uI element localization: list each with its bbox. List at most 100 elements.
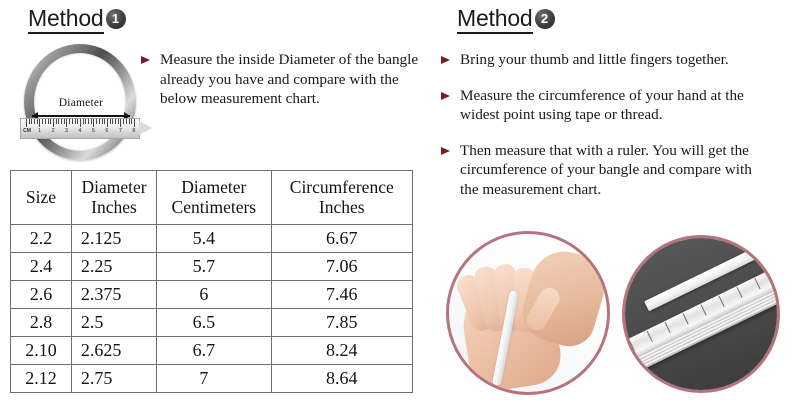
ruler-minor-tick bbox=[77, 119, 79, 124]
list-item: Measure the circumference of your hand a… bbox=[441, 86, 771, 125]
ruler-minor-tick bbox=[61, 119, 63, 124]
arrow-bullet-icon bbox=[441, 56, 450, 64]
ruler-minor-tick bbox=[98, 119, 100, 124]
ruler-minor-tick bbox=[109, 119, 111, 124]
ruler-tick-marks bbox=[22, 119, 138, 128]
ruler-number-labels: CM 1 2 3 4 5 6 7 8 bbox=[22, 128, 138, 138]
ruler-number-label: 6 bbox=[105, 128, 109, 134]
list-item: Then measure that with a ruler. You will… bbox=[441, 141, 771, 200]
metal-ruler-tick bbox=[772, 269, 777, 281]
cell-diameter-inches: 2.625 bbox=[70, 336, 158, 365]
cell-diameter-inches: 2.5 bbox=[70, 308, 158, 337]
ruler-major-tick bbox=[52, 119, 54, 127]
diameter-label: Diameter bbox=[58, 97, 104, 109]
ruler-major-tick bbox=[133, 119, 135, 127]
ruler-minor-tick bbox=[131, 119, 133, 124]
arrow-bullet-icon bbox=[441, 91, 450, 100]
ruler-minor-tick bbox=[69, 119, 71, 124]
cell-diameter-centimeters: 6.5 bbox=[156, 308, 272, 337]
header-line-2: Inches bbox=[91, 197, 137, 217]
ruler-number-label: 2 bbox=[51, 128, 55, 134]
arrow-bullet-icon bbox=[141, 56, 150, 64]
ruler-major-tick bbox=[106, 119, 108, 127]
instruction-text: Measure the circumference of your hand a… bbox=[460, 86, 744, 124]
ruler-number-label: 1 bbox=[37, 128, 42, 134]
ruler-major-tick bbox=[66, 119, 68, 127]
cell-diameter-inches: 2.75 bbox=[70, 364, 158, 393]
cell-size: 2.12 bbox=[10, 364, 72, 393]
ruler-major-tick bbox=[39, 119, 41, 127]
ruler-minor-tick bbox=[115, 119, 117, 124]
header-line-2: Centimeters bbox=[171, 197, 257, 217]
header-line-1: Diameter bbox=[181, 177, 247, 197]
column-header-circumference-inches: Circumference Inches bbox=[270, 170, 414, 225]
ruler-minor-tick bbox=[71, 119, 73, 124]
ruler-minor-tick bbox=[85, 119, 87, 124]
table-row: 2.6 2.375 6 7.46 bbox=[10, 280, 414, 309]
cell-diameter-inches: 2.25 bbox=[70, 252, 158, 281]
diameter-double-arrow-icon bbox=[32, 112, 130, 119]
table-row: 2.2 2.125 5.4 6.67 bbox=[10, 224, 414, 253]
column-header-size: Size bbox=[10, 170, 72, 225]
cell-diameter-centimeters: 6 bbox=[156, 280, 272, 309]
ruler-minor-tick bbox=[55, 119, 57, 124]
cell-diameter-centimeters: 6.7 bbox=[156, 336, 272, 365]
ruler-minor-tick bbox=[88, 119, 90, 124]
ruler-minor-tick bbox=[123, 119, 125, 124]
method-2-number-badge: 2 bbox=[534, 8, 555, 29]
cell-diameter-inches: 2.375 bbox=[70, 280, 158, 309]
ruler-minor-tick bbox=[117, 119, 119, 124]
ruler-minor-tick bbox=[104, 119, 106, 124]
cell-circumference-inches: 8.64 bbox=[270, 364, 414, 393]
ruler-minor-tick bbox=[125, 119, 127, 124]
ruler-number-label: 4 bbox=[78, 128, 82, 134]
ruler-minor-tick bbox=[28, 119, 30, 124]
ruler-photo bbox=[622, 235, 780, 393]
table-row: 2.4 2.25 5.7 7.06 bbox=[10, 252, 414, 281]
ruler-minor-tick bbox=[31, 119, 33, 124]
ruler-minor-tick bbox=[34, 119, 36, 124]
ruler-minor-tick bbox=[74, 119, 76, 124]
ruler-major-tick bbox=[120, 119, 122, 127]
metal-ruler-tick bbox=[736, 286, 743, 299]
ruler-minor-tick bbox=[63, 119, 65, 124]
method-1-instruction-list: Measure the inside Diameter of the bangl… bbox=[141, 50, 421, 109]
ruler-minor-tick bbox=[82, 119, 84, 124]
metal-ruler-tick bbox=[628, 339, 635, 351]
table-header-row: Size Diameter Inches Diameter Centimeter… bbox=[10, 170, 414, 225]
bangle-diameter-illustration: Diameter CM 1 2 3 4 5 6 7 8 bbox=[20, 42, 152, 164]
ruler-minor-tick bbox=[47, 119, 49, 124]
ruler-minor-tick bbox=[96, 119, 98, 124]
ruler-number-label: 8 bbox=[132, 128, 136, 134]
header-line-1: Circumference bbox=[289, 177, 394, 197]
metal-ruler-tick bbox=[682, 313, 689, 325]
cell-circumference-inches: 7.46 bbox=[270, 280, 414, 309]
header-line-1: Diameter bbox=[81, 177, 147, 197]
method-2-heading: Method 2 bbox=[457, 6, 555, 35]
cell-diameter-inches: 2.125 bbox=[70, 224, 158, 253]
metal-ruler-tick bbox=[754, 277, 761, 290]
ruler-major-tick bbox=[79, 119, 81, 127]
method-1-heading: Method 1 bbox=[28, 6, 126, 35]
illustration-ruler-icon: CM 1 2 3 4 5 6 7 8 bbox=[20, 118, 152, 141]
ruler-number-label: 5 bbox=[91, 128, 95, 134]
cell-diameter-centimeters: 5.4 bbox=[156, 224, 272, 253]
cell-size: 2.4 bbox=[10, 252, 72, 281]
table-row: 2.8 2.5 6.5 7.85 bbox=[10, 308, 414, 337]
instruction-text: Measure the inside Diameter of the bangl… bbox=[160, 51, 419, 107]
instruction-text: Bring your thumb and little fingers toge… bbox=[460, 51, 729, 68]
ruler-minor-tick bbox=[128, 119, 130, 124]
ruler-minor-tick bbox=[36, 119, 38, 124]
ruler-major-tick bbox=[93, 119, 95, 127]
ruler-number-label: 3 bbox=[64, 128, 68, 134]
ruler-minor-tick bbox=[44, 119, 46, 124]
bangle-ring-icon bbox=[24, 44, 136, 160]
list-item: Measure the inside Diameter of the bangl… bbox=[141, 50, 421, 109]
table-body: 2.2 2.125 5.4 6.67 2.4 2.25 5.7 7.06 2.6 2.375 6 7.… bbox=[10, 224, 414, 393]
instruction-text: Then measure that with a ruler. You will… bbox=[460, 141, 752, 198]
column-header-diameter-inches: Diameter Inches bbox=[70, 170, 158, 225]
metal-ruler-tick bbox=[664, 321, 671, 334]
cell-size: 2.8 bbox=[10, 308, 72, 337]
cell-size: 2.10 bbox=[10, 336, 72, 365]
table-row: 2.10 2.625 6.7 8.24 bbox=[10, 336, 414, 365]
